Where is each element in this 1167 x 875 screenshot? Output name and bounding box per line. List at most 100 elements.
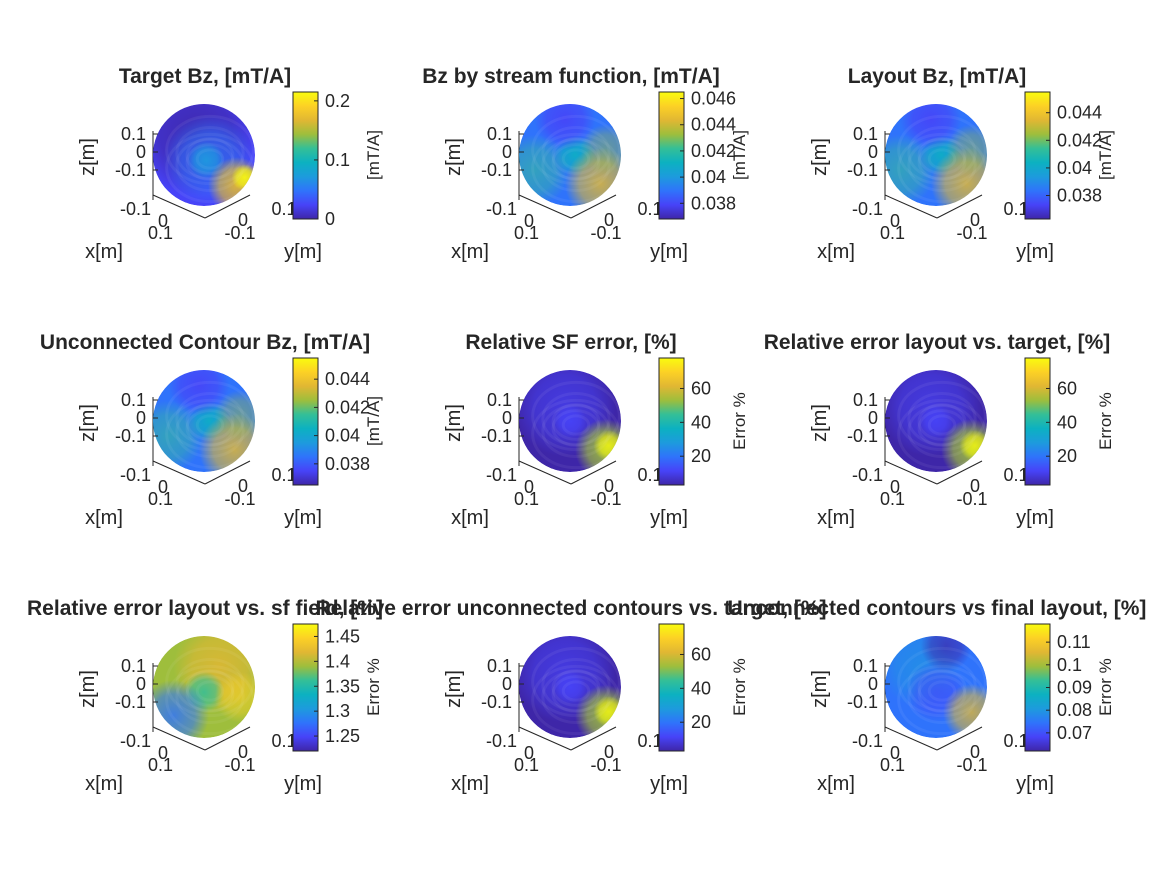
x-axis-line	[884, 460, 938, 485]
y-tick-label: 0	[238, 476, 248, 496]
colorbar-tick-label: 0.046	[691, 89, 736, 109]
y-tick-label: 0.1	[1003, 199, 1028, 219]
colorbar-label: [mT/A]	[364, 130, 383, 180]
colorbar-tick-label: 1.25	[325, 726, 360, 746]
colorbar-label: Error %	[1096, 658, 1115, 716]
x-axis-line	[884, 726, 938, 751]
x-tick-label: 0.1	[880, 223, 905, 243]
y-tick-label: 0.1	[637, 465, 662, 485]
y-tick-label: 0	[238, 742, 248, 762]
x-tick-label: 0	[524, 743, 534, 763]
colorbar-label: Error %	[730, 392, 749, 450]
colorbar-tick-label: 40	[1057, 412, 1077, 432]
y-tick-label: 0	[238, 210, 248, 230]
x-tick-label: 0	[158, 211, 168, 231]
colorbar-tick-label: 0.038	[1057, 186, 1102, 206]
x-tick-label: 0	[524, 477, 534, 497]
y-axis-line	[570, 460, 617, 485]
colorbar-tick-label: 20	[691, 712, 711, 732]
colorbar-tick-label: 0.042	[1057, 130, 1102, 150]
y-tick-label: 0.1	[271, 199, 296, 219]
x-tick-label: -0.1	[120, 465, 151, 485]
y-tick-label: -0.1	[224, 755, 255, 775]
y-tick-label: -0.1	[956, 755, 987, 775]
subplot-title: Unconnected contours vs final layout, [%…	[728, 597, 1147, 620]
x-tick-label: 0	[890, 211, 900, 231]
y-axis-line	[204, 460, 251, 485]
x-axis-label: x[m]	[85, 507, 123, 529]
y-axis-line	[570, 726, 617, 751]
z-axis-label: z[m]	[809, 404, 831, 442]
x-tick-label: -0.1	[852, 199, 883, 219]
x-tick-label: -0.1	[120, 731, 151, 751]
colorbar-tick-label: 0.08	[1057, 700, 1092, 720]
y-tick-label: 0.1	[637, 199, 662, 219]
x-tick-label: -0.1	[120, 199, 151, 219]
z-tick-label: 0.1	[853, 656, 878, 676]
colorbar-tick-label: 0.11	[1057, 632, 1091, 652]
y-tick-label: -0.1	[590, 223, 621, 243]
colorbar	[1024, 357, 1051, 486]
colorbar-tick-label: 1.3	[325, 701, 350, 721]
z-tick-label: 0	[868, 142, 878, 162]
colorbar	[292, 623, 319, 752]
colorbar-label: [mT/A]	[364, 396, 383, 446]
y-tick-label: -0.1	[956, 223, 987, 243]
z-axis-label: z[m]	[77, 670, 99, 708]
y-tick-label: -0.1	[224, 489, 255, 509]
x-axis-line	[152, 460, 206, 485]
colorbar-label: Error %	[364, 658, 383, 716]
colorbar	[292, 357, 319, 486]
y-axis-label: y[m]	[284, 241, 322, 263]
x-axis-label: x[m]	[85, 773, 123, 795]
z-tick-label: -0.1	[481, 692, 512, 712]
colorbar-tick-label: 0.04	[691, 167, 726, 187]
y-axis-line	[204, 194, 251, 219]
colorbar-tick-label: 0.044	[691, 115, 736, 135]
z-axis-label: z[m]	[443, 404, 465, 442]
colorbar-label: Error %	[730, 658, 749, 716]
z-tick-label: 0	[868, 674, 878, 694]
z-tick-label: -0.1	[847, 426, 878, 446]
colorbar-tick-label: 40	[691, 412, 711, 432]
x-axis-line	[152, 726, 206, 751]
subplot-3: Layout Bz, [mT/A]0.10-0.1z[m]-0.100.1x[m…	[809, 65, 1115, 263]
colorbar-tick-label: 60	[691, 644, 711, 664]
x-tick-label: -0.1	[852, 731, 883, 751]
x-tick-label: 0.1	[148, 755, 173, 775]
z-axis-label: z[m]	[443, 138, 465, 176]
x-axis-line	[518, 460, 572, 485]
surface-plot	[153, 104, 255, 206]
y-axis-line	[936, 460, 983, 485]
subplot-8: Relative error unconnected contours vs. …	[315, 597, 826, 795]
y-tick-label: -0.1	[590, 755, 621, 775]
colorbar	[658, 357, 685, 486]
z-axis-label: z[m]	[809, 670, 831, 708]
colorbar-tick-label: 0.038	[325, 454, 370, 474]
x-tick-label: 0.1	[880, 489, 905, 509]
y-tick-label: 0.1	[637, 731, 662, 751]
z-axis-label: z[m]	[77, 138, 99, 176]
subplot-2: Bz by stream function, [mT/A]0.10-0.1z[m…	[422, 65, 749, 263]
x-tick-label: 0	[524, 211, 534, 231]
y-axis-line	[204, 726, 251, 751]
z-tick-label: 0	[502, 674, 512, 694]
y-axis-label: y[m]	[650, 241, 688, 263]
x-tick-label: -0.1	[486, 199, 517, 219]
subplot-title: Relative error layout vs. sf field, [%]	[27, 597, 383, 620]
subplot-9: Unconnected contours vs final layout, [%…	[728, 597, 1147, 795]
y-tick-label: 0.1	[1003, 465, 1028, 485]
y-axis-label: y[m]	[284, 773, 322, 795]
y-tick-label: 0.1	[271, 465, 296, 485]
colorbar-tick-label: 0.2	[325, 91, 350, 111]
z-tick-label: 0.1	[853, 124, 878, 144]
x-axis-label: x[m]	[451, 241, 489, 263]
y-tick-label: 0.1	[271, 731, 296, 751]
x-tick-label: 0.1	[514, 223, 539, 243]
y-tick-label: 0	[604, 210, 614, 230]
z-axis-label: z[m]	[77, 404, 99, 442]
surface-plot	[519, 370, 621, 472]
surface-plot	[153, 636, 255, 738]
surface-plot	[153, 370, 255, 472]
